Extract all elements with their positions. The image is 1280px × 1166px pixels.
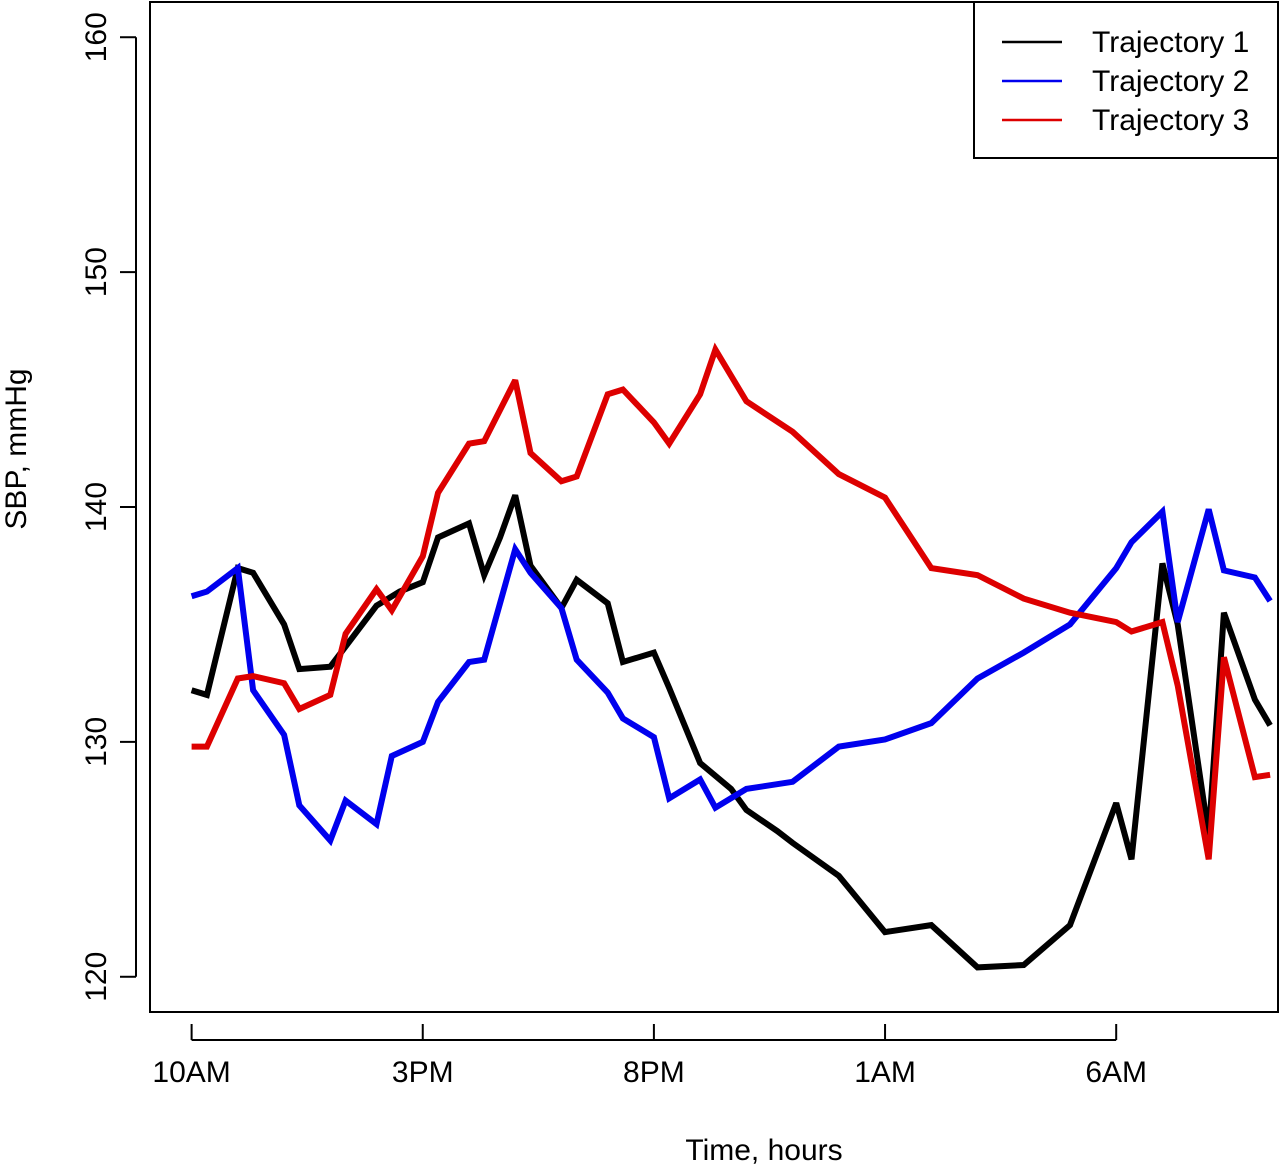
series-line-3: [191, 342, 1271, 860]
legend-label-3: Trajectory 3: [1092, 104, 1249, 137]
x-axis: 10AM 3PM 8PM 1AM 6AM: [152, 1024, 1147, 1089]
y-tick-label: 130: [80, 717, 113, 767]
x-tick-label: 3PM: [392, 1056, 454, 1089]
series-line-1: [190, 494, 1273, 971]
x-tick-label: 6AM: [1085, 1056, 1147, 1089]
y-tick-label: 150: [80, 247, 113, 297]
series-line-2: [190, 505, 1273, 847]
plot-frame: [149, 1, 1279, 1013]
legend: Trajectory 1 Trajectory 2 Trajectory 3: [973, 1, 1279, 159]
y-tick-label: 140: [80, 482, 113, 532]
x-tick-label: 8PM: [623, 1056, 685, 1089]
y-tick-label: 160: [80, 12, 113, 62]
y-axis-label: SBP, mmHg: [0, 368, 33, 529]
legend-label-2: Trajectory 2: [1092, 65, 1249, 98]
y-tick-label: 120: [80, 952, 113, 1002]
y-axis: 120 130 140 150 160: [80, 12, 137, 1002]
x-axis-label: Time, hours: [685, 1134, 842, 1166]
legend-label-1: Trajectory 1: [1092, 26, 1249, 59]
series-layer: [190, 342, 1273, 971]
x-tick-label: 1AM: [854, 1056, 916, 1089]
x-tick-label: 10AM: [152, 1056, 230, 1089]
